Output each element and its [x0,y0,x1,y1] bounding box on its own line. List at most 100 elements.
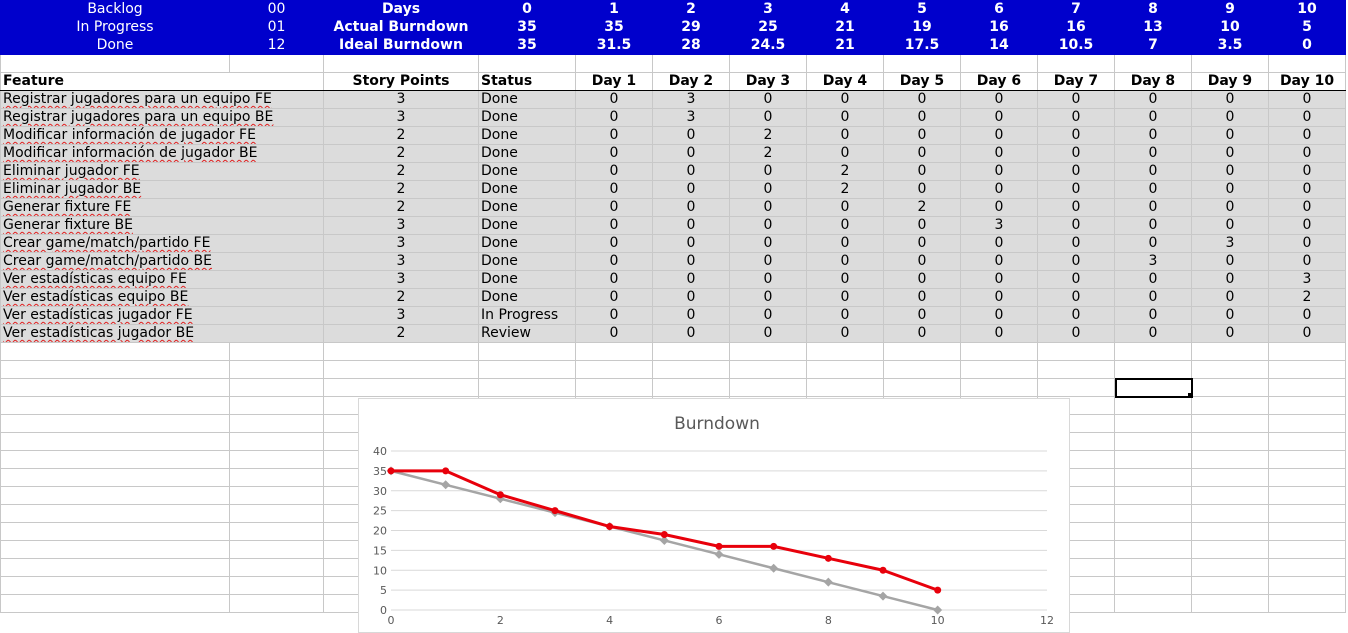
summary-day-value[interactable]: 1 [575,0,653,19]
empty-cell[interactable] [478,342,576,361]
header-day[interactable]: Day 9 [1191,72,1269,91]
summary-value[interactable]: 12 [229,36,324,55]
day-value[interactable]: 0 [960,234,1038,253]
summary-day-value[interactable]: 29 [652,18,730,37]
empty-cell[interactable] [1268,522,1346,541]
empty-cell[interactable] [1114,486,1192,505]
empty-cell[interactable] [1191,342,1269,361]
empty-cell[interactable] [0,468,230,487]
summary-day-value[interactable]: 0 [1268,36,1346,55]
day-value[interactable]: 0 [883,216,961,235]
empty-cell[interactable] [575,360,653,379]
burndown-chart[interactable]: Burndown 0 5 10 15 20 25 30 35 40 0 2 4 6 8 10 12 [358,398,1070,633]
day-value[interactable]: 0 [1037,252,1115,271]
empty-cell[interactable] [1268,414,1346,433]
feature-name[interactable]: Generar fixture BE [0,216,324,235]
summary-day-value[interactable]: 3.5 [1191,36,1269,55]
empty-cell[interactable] [729,360,807,379]
empty-cell[interactable] [1114,576,1192,595]
empty-cell[interactable] [229,540,324,559]
story-points[interactable]: 3 [323,252,479,271]
status[interactable]: Done [478,180,576,199]
day-value[interactable]: 0 [806,306,884,325]
empty-cell[interactable] [1268,378,1346,397]
header-day[interactable]: Day 6 [960,72,1038,91]
feature-name[interactable]: Modificar información de jugador FE [0,126,324,145]
summary-label[interactable]: Done [0,36,230,55]
empty-cell[interactable] [1191,594,1269,613]
day-value[interactable]: 0 [1037,234,1115,253]
empty-cell[interactable] [323,342,479,361]
feature-name[interactable]: Modificar información de jugador BE [0,144,324,163]
day-value[interactable]: 0 [575,270,653,289]
day-value[interactable]: 0 [1191,252,1269,271]
empty-cell[interactable] [0,432,230,451]
day-value[interactable]: 0 [883,306,961,325]
day-value[interactable]: 0 [1037,324,1115,343]
day-value[interactable]: 0 [575,216,653,235]
day-value[interactable]: 0 [575,108,653,127]
day-value[interactable]: 0 [960,162,1038,181]
empty-cell[interactable] [229,396,324,415]
summary-day-value[interactable]: 6 [960,0,1038,19]
day-value[interactable]: 0 [1268,180,1346,199]
feature-name[interactable]: Ver estadísticas equipo FE [0,270,324,289]
header-day[interactable]: Day 5 [883,72,961,91]
day-value[interactable]: 0 [1114,270,1192,289]
day-value[interactable]: 0 [1268,198,1346,217]
empty-cell[interactable] [883,342,961,361]
day-value[interactable]: 0 [575,234,653,253]
summary-day-value[interactable]: 10 [1268,0,1346,19]
empty-cell[interactable] [883,378,961,397]
day-value[interactable]: 2 [1268,288,1346,307]
day-value[interactable]: 0 [1037,90,1115,109]
day-value[interactable]: 0 [1114,234,1192,253]
summary-value[interactable]: 00 [229,0,324,19]
day-value[interactable]: 0 [1114,306,1192,325]
empty-cell[interactable] [1114,432,1192,451]
day-value[interactable]: 0 [960,108,1038,127]
day-value[interactable]: 0 [575,180,653,199]
day-value[interactable]: 0 [1037,306,1115,325]
empty-cell[interactable] [806,378,884,397]
empty-cell[interactable] [806,342,884,361]
empty-cell[interactable] [1114,396,1192,415]
empty-cell[interactable] [883,360,961,379]
empty-cell[interactable] [652,342,730,361]
empty-cell[interactable] [1191,414,1269,433]
day-value[interactable]: 0 [729,198,807,217]
day-value[interactable]: 0 [1037,162,1115,181]
day-value[interactable]: 0 [806,252,884,271]
day-value[interactable]: 0 [960,288,1038,307]
day-value[interactable]: 0 [1191,90,1269,109]
summary-day-value[interactable]: 16 [960,18,1038,37]
day-value[interactable]: 0 [729,180,807,199]
story-points[interactable]: 3 [323,108,479,127]
summary-label[interactable]: In Progress [0,18,230,37]
status[interactable]: In Progress [478,306,576,325]
empty-cell[interactable] [229,594,324,613]
summary-day-value[interactable]: 0 [478,0,576,19]
day-value[interactable]: 0 [575,306,653,325]
day-value[interactable]: 0 [1191,180,1269,199]
summary-day-value[interactable]: 35 [478,36,576,55]
day-value[interactable]: 0 [575,162,653,181]
empty-cell[interactable] [575,342,653,361]
empty-cell[interactable] [1191,468,1269,487]
empty-cell[interactable] [0,504,230,523]
day-value[interactable]: 0 [1268,90,1346,109]
story-points[interactable]: 3 [323,270,479,289]
day-value[interactable]: 3 [960,216,1038,235]
day-value[interactable]: 0 [1191,162,1269,181]
empty-cell[interactable] [1268,576,1346,595]
story-points[interactable]: 2 [323,324,479,343]
empty-cell[interactable] [0,558,230,577]
day-value[interactable]: 0 [883,162,961,181]
day-value[interactable]: 0 [883,144,961,163]
feature-name[interactable]: Crear game/match/partido BE [0,252,324,271]
empty-cell[interactable] [323,54,479,73]
day-value[interactable]: 0 [1191,216,1269,235]
empty-cell[interactable] [229,468,324,487]
empty-cell[interactable] [1191,360,1269,379]
day-value[interactable]: 0 [1037,288,1115,307]
